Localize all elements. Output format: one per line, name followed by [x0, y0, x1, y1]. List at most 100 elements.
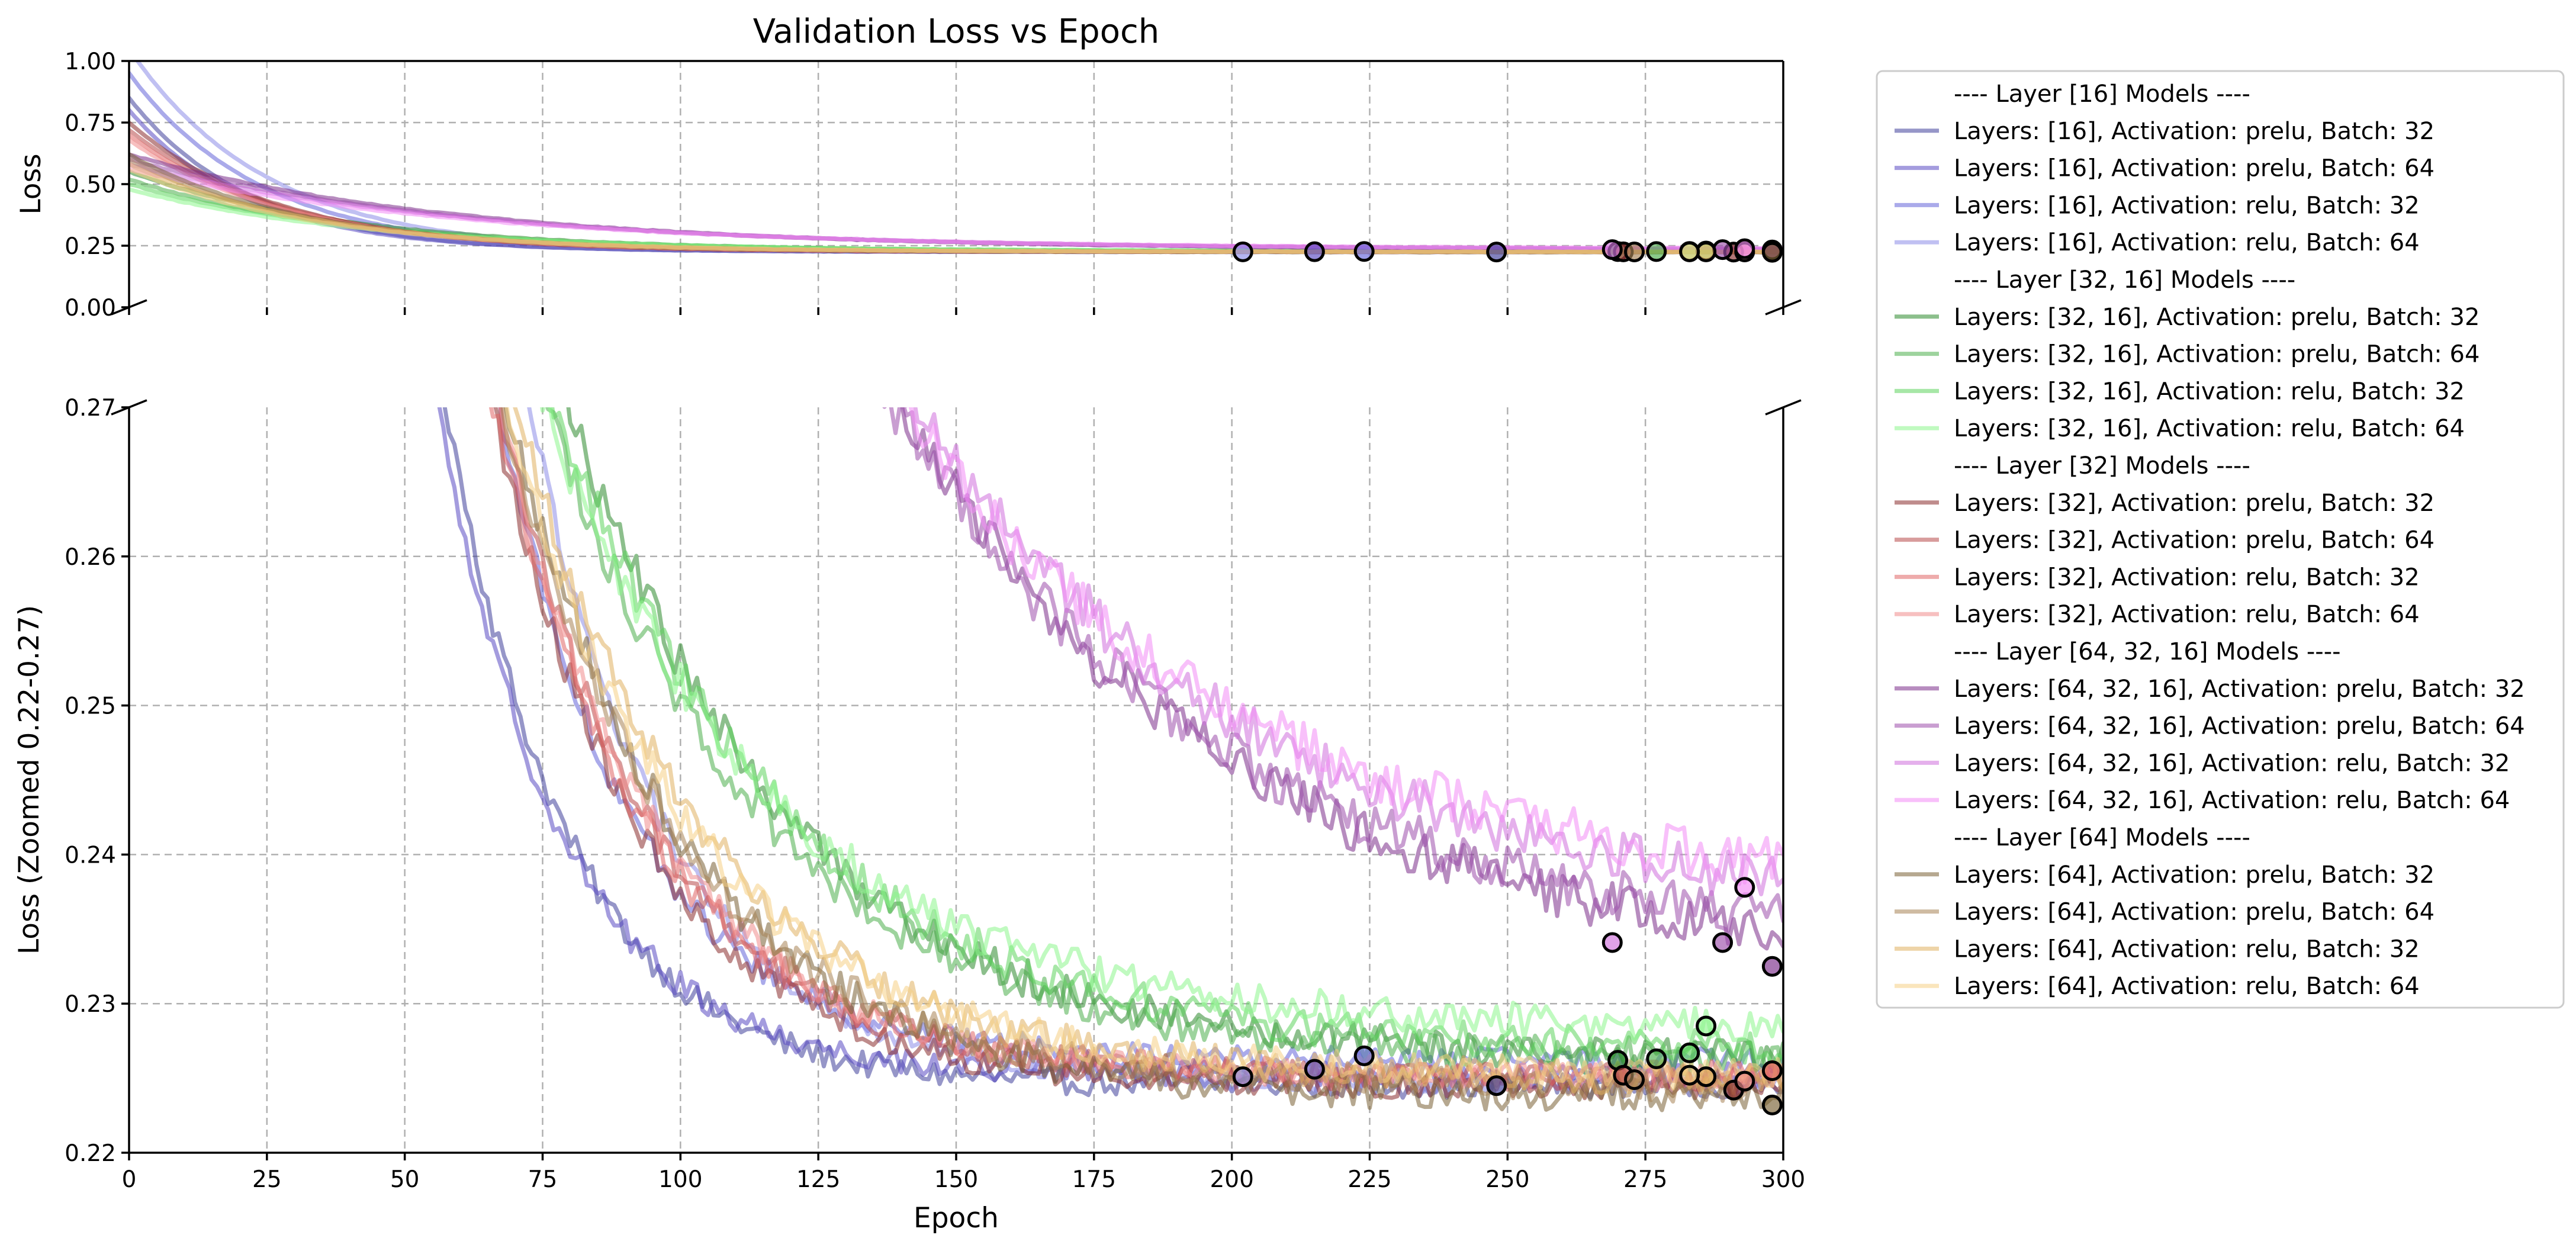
legend-entry-label: Layers: [64], Activation: prelu, Batch: … [1954, 861, 2435, 889]
legend-entry-label: Layers: [64], Activation: relu, Batch: 3… [1954, 935, 2420, 963]
bottom-y-tick-label: 0.24 [65, 842, 116, 869]
best-epoch-marker-top-1 [1304, 241, 1325, 262]
legend-entry-label: Layers: [16], Activation: relu, Batch: 3… [1954, 192, 2420, 219]
best-epoch-marker-top-16 [1761, 242, 1783, 263]
top-y-axis-label: Loss [15, 153, 47, 214]
series-line-top-19 [129, 168, 1783, 255]
best-epoch-marker-top-13 [1712, 239, 1734, 261]
top-y-tick-label: 0.50 [65, 172, 116, 198]
best-epoch-marker-bottom-0 [1486, 1075, 1507, 1096]
legend: ---- Layer [16] Models ---- Layers: [16],… [1876, 70, 2565, 1009]
bottom-best-markers [1232, 877, 1783, 1115]
axis-break-mark [111, 299, 147, 316]
series-line-top-15 [129, 167, 1783, 251]
x-tick-label: 200 [1210, 1166, 1253, 1193]
best-epoch-marker-top-15 [1734, 238, 1755, 259]
axis-break-mark [1765, 299, 1802, 316]
legend-group-header: ---- Layer [64] Models ---- [1954, 824, 2250, 851]
top-axes: 0.00 0.25 0.50 0.75 1.00 [65, 49, 1802, 321]
legend-entry-label: Layers: [64], Activation: relu, Batch: 6… [1954, 973, 2420, 1000]
best-epoch-marker-bottom-3 [1232, 1066, 1253, 1088]
series-line-bottom-12 [900, 407, 1783, 951]
bottom-y-tick-label: 0.22 [65, 1140, 116, 1167]
top-series-group [129, 61, 1783, 255]
legend-entry-label: Layers: [64], Activation: prelu, Batch: … [1954, 899, 2435, 926]
best-epoch-marker-bottom-10 [1761, 1060, 1783, 1082]
legend-entry-label: Layers: [32, 16], Activation: prelu, Bat… [1954, 304, 2479, 331]
legend-entry-label: Layers: [16], Activation: prelu, Batch: … [1954, 155, 2435, 182]
best-epoch-marker-top-5 [1646, 241, 1667, 262]
legend-items: ---- Layer [16] Models ---- Layers: [16],… [1895, 81, 2525, 1000]
x-tick-label: 175 [1072, 1166, 1116, 1193]
x-tick-label: 25 [252, 1166, 282, 1193]
series-line-bottom-19 [504, 407, 1783, 1091]
legend-entry-label: Layers: [32], Activation: relu, Batch: 3… [1954, 564, 2420, 591]
bottom-y-tick-label: 0.26 [65, 544, 116, 571]
axis-break-mark [111, 399, 147, 416]
legend-entry-label: Layers: [64, 32, 16], Activation: relu, … [1954, 787, 2510, 814]
x-tick-label: 250 [1485, 1166, 1529, 1193]
axis-break-mark [1765, 399, 1802, 416]
x-tick-label: 125 [796, 1166, 840, 1193]
top-best-markers [1232, 238, 1783, 263]
x-tick-label: 275 [1623, 1166, 1667, 1193]
series-line-bottom-17 [500, 407, 1783, 1104]
legend-entry-label: Layers: [32, 16], Activation: prelu, Bat… [1954, 341, 2479, 368]
chart-title: Validation Loss vs Epoch [753, 12, 1160, 51]
legend-group-header: ---- Layer [32] Models ---- [1954, 452, 2250, 480]
series-line-bottom-7 [540, 407, 1783, 1043]
legend-entry-label: Layers: [32], Activation: prelu, Batch: … [1954, 527, 2435, 554]
best-epoch-marker-bottom-15 [1734, 877, 1755, 898]
legend-entry-label: Layers: [32], Activation: relu, Batch: 6… [1954, 601, 2420, 628]
best-epoch-marker-bottom-16 [1761, 1094, 1783, 1115]
x-tick-label: 50 [390, 1166, 420, 1193]
best-epoch-marker-top-19 [1679, 241, 1700, 262]
legend-entry-label: Layers: [16], Activation: relu, Batch: 6… [1954, 229, 2420, 256]
legend-entry-label: Layers: [64, 32, 16], Activation: relu, … [1954, 750, 2510, 777]
best-epoch-marker-bottom-7 [1696, 1015, 1717, 1037]
top-y-tick-label: 1.00 [65, 49, 116, 75]
bottom-y-tick-label: 0.25 [65, 693, 116, 720]
top-panel: 0.00 0.25 0.50 0.75 1.00 Loss [15, 49, 1802, 321]
legend-entry-label: Layers: [64, 32, 16], Activation: prelu,… [1954, 676, 2525, 703]
best-epoch-marker-bottom-1 [1304, 1059, 1325, 1080]
x-tick-label: 100 [658, 1166, 702, 1193]
x-tick-label: 75 [528, 1166, 558, 1193]
series-line-bottom-13 [882, 407, 1783, 933]
bottom-y-tick-label: 0.27 [65, 395, 116, 422]
top-y-tick-label: 0.75 [65, 110, 116, 137]
legend-entry-label: Layers: [64, 32, 16], Activation: prelu,… [1954, 713, 2525, 740]
x-axis-label: Epoch [914, 1202, 999, 1234]
x-tick-label: 300 [1761, 1166, 1805, 1193]
legend-entry-label: Layers: [32, 16], Activation: relu, Batc… [1954, 415, 2465, 442]
best-epoch-marker-bottom-19 [1679, 1065, 1700, 1086]
best-epoch-marker-bottom-5 [1646, 1048, 1667, 1069]
x-tick-label: 225 [1348, 1166, 1391, 1193]
best-epoch-marker-bottom-17 [1624, 1069, 1645, 1091]
best-epoch-marker-top-0 [1486, 242, 1507, 263]
legend-group-header: ---- Layer [32, 16] Models ---- [1954, 266, 2295, 294]
top-grid [129, 61, 1783, 307]
series-line-bottom-15 [908, 407, 1783, 885]
top-y-tick-label: 0.25 [65, 233, 116, 260]
best-epoch-marker-bottom-12 [1761, 956, 1783, 977]
legend-entry-label: Layers: [32], Activation: prelu, Batch: … [1954, 490, 2435, 517]
bottom-y-axis-label: Loss (Zoomed 0.22-0.27) [13, 605, 46, 954]
best-epoch-marker-top-3 [1232, 241, 1253, 262]
legend-entry-label: Layers: [16], Activation: prelu, Batch: … [1954, 118, 2435, 145]
legend-entry-label: Layers: [32, 16], Activation: relu, Batc… [1954, 378, 2465, 405]
best-epoch-marker-bottom-14 [1601, 932, 1623, 953]
bottom-axes: 0 25 50 75 100 125 150 175 200 225 250 275 300 0.22 0.… [65, 395, 1805, 1193]
bottom-grid [129, 407, 1783, 1153]
top-y-tick-label: 0.00 [65, 295, 116, 321]
bottom-y-tick-label: 0.23 [65, 991, 116, 1018]
series-line-bottom-14 [905, 407, 1783, 896]
legend-group-header: ---- Layer [16] Models ---- [1954, 81, 2250, 108]
best-epoch-marker-bottom-13 [1712, 932, 1734, 953]
best-epoch-marker-bottom-11 [1734, 1070, 1755, 1092]
best-epoch-marker-top-14 [1601, 239, 1623, 261]
best-epoch-marker-top-17 [1624, 241, 1645, 262]
best-epoch-marker-bottom-6 [1679, 1042, 1700, 1063]
legend-group-header: ---- Layer [64, 32, 16] Models ---- [1954, 638, 2341, 665]
